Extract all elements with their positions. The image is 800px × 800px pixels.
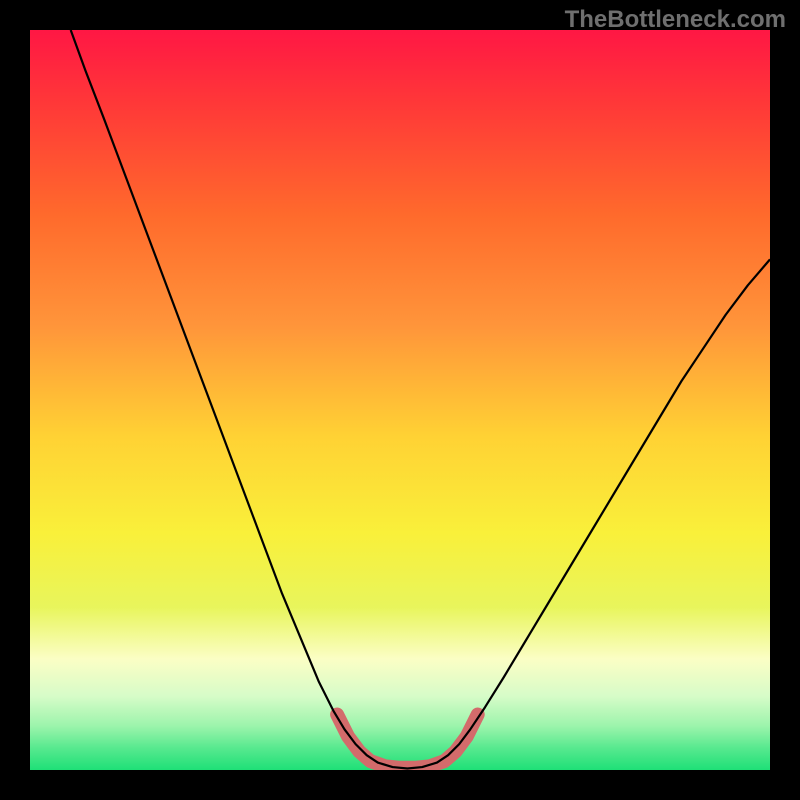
chart-curves <box>30 30 770 770</box>
main-curve <box>71 30 770 769</box>
watermark-text: TheBottleneck.com <box>565 6 786 34</box>
plot-area <box>30 30 770 770</box>
highlight-segment <box>337 715 478 768</box>
chart-container: TheBottleneck.com <box>0 0 800 800</box>
